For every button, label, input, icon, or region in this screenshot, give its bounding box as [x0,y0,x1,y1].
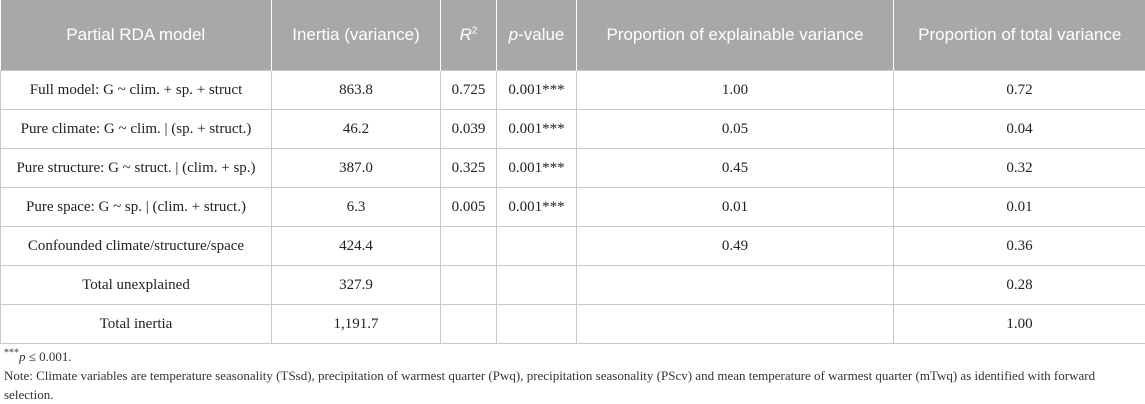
header-prop-explainable: Proportion of explainable variance [577,0,894,71]
cell-r2: 0.039 [441,110,497,149]
cell-prop-total: 0.28 [894,266,1145,305]
pvalue-suffix: -value [518,25,564,44]
cell-inertia: 327.9 [272,266,441,305]
header-model: Partial RDA model [1,0,272,71]
cell-model: Total inertia [1,305,272,344]
table-row: Full model: G ~ clim. + sp. + struct 863… [1,71,1145,110]
cell-prop-explainable: 0.45 [577,149,894,188]
cell-pvalue: 0.001*** [497,188,577,227]
cell-prop-explainable: 0.05 [577,110,894,149]
table-row: Total unexplained 327.9 0.28 [1,266,1145,305]
table-row: Pure space: G ~ sp. | (clim. + struct.) … [1,188,1145,227]
cell-pvalue: 0.001*** [497,149,577,188]
table-footnotes: ***p ≤ 0.001. Note: Climate variables ar… [4,347,1139,404]
cell-prop-total: 0.01 [894,188,1145,227]
table-row: Total inertia 1,191.7 1.00 [1,305,1145,344]
cell-model: Confounded climate/structure/space [1,227,272,266]
cell-model: Total unexplained [1,266,272,305]
cell-r2: 0.725 [441,71,497,110]
cell-pvalue [497,305,577,344]
cell-prop-explainable [577,305,894,344]
cell-pvalue: 0.001*** [497,110,577,149]
cell-model: Full model: G ~ clim. + sp. + struct [1,71,272,110]
table-row: Pure structure: G ~ struct. | (clim. + s… [1,149,1145,188]
cell-model: Pure space: G ~ sp. | (clim. + struct.) [1,188,272,227]
cell-model: Pure structure: G ~ struct. | (clim. + s… [1,149,272,188]
cell-prop-total: 1.00 [894,305,1145,344]
cell-prop-total: 0.32 [894,149,1145,188]
significance-footnote: ***p ≤ 0.001. [4,347,1139,366]
climate-note: Note: Climate variables are temperature … [4,366,1139,404]
pvalue-p: p [509,25,518,44]
header-inertia: Inertia (variance) [272,0,441,71]
cell-pvalue [497,266,577,305]
sig-threshold: ≤ 0.001. [26,349,72,364]
cell-pvalue [497,227,577,266]
cell-inertia: 6.3 [272,188,441,227]
sig-stars: *** [4,348,19,359]
cell-prop-explainable [577,266,894,305]
cell-pvalue: 0.001*** [497,71,577,110]
cell-inertia: 1,191.7 [272,305,441,344]
cell-r2 [441,305,497,344]
header-pvalue: p-value [497,0,577,71]
cell-r2: 0.005 [441,188,497,227]
cell-prop-explainable: 0.49 [577,227,894,266]
cell-inertia: 863.8 [272,71,441,110]
table-row: Pure climate: G ~ clim. | (sp. + struct.… [1,110,1145,149]
cell-r2 [441,227,497,266]
cell-prop-total: 0.72 [894,71,1145,110]
cell-inertia: 46.2 [272,110,441,149]
cell-r2: 0.325 [441,149,497,188]
header-r2: R2 [441,0,497,71]
cell-prop-total: 0.36 [894,227,1145,266]
cell-prop-explainable: 1.00 [577,71,894,110]
results-table-container: Partial RDA model Inertia (variance) R2 … [0,0,1145,344]
table-header-row: Partial RDA model Inertia (variance) R2 … [1,0,1145,71]
table-row: Confounded climate/structure/space 424.4… [1,227,1145,266]
cell-r2 [441,266,497,305]
cell-prop-explainable: 0.01 [577,188,894,227]
r2-symbol: R [460,25,472,44]
cell-inertia: 387.0 [272,149,441,188]
cell-model: Pure climate: G ~ clim. | (sp. + struct.… [1,110,272,149]
header-prop-total: Proportion of total variance [894,0,1145,71]
r2-superscript: 2 [472,25,478,36]
cell-inertia: 424.4 [272,227,441,266]
cell-prop-total: 0.04 [894,110,1145,149]
partial-rda-table: Partial RDA model Inertia (variance) R2 … [0,0,1145,344]
